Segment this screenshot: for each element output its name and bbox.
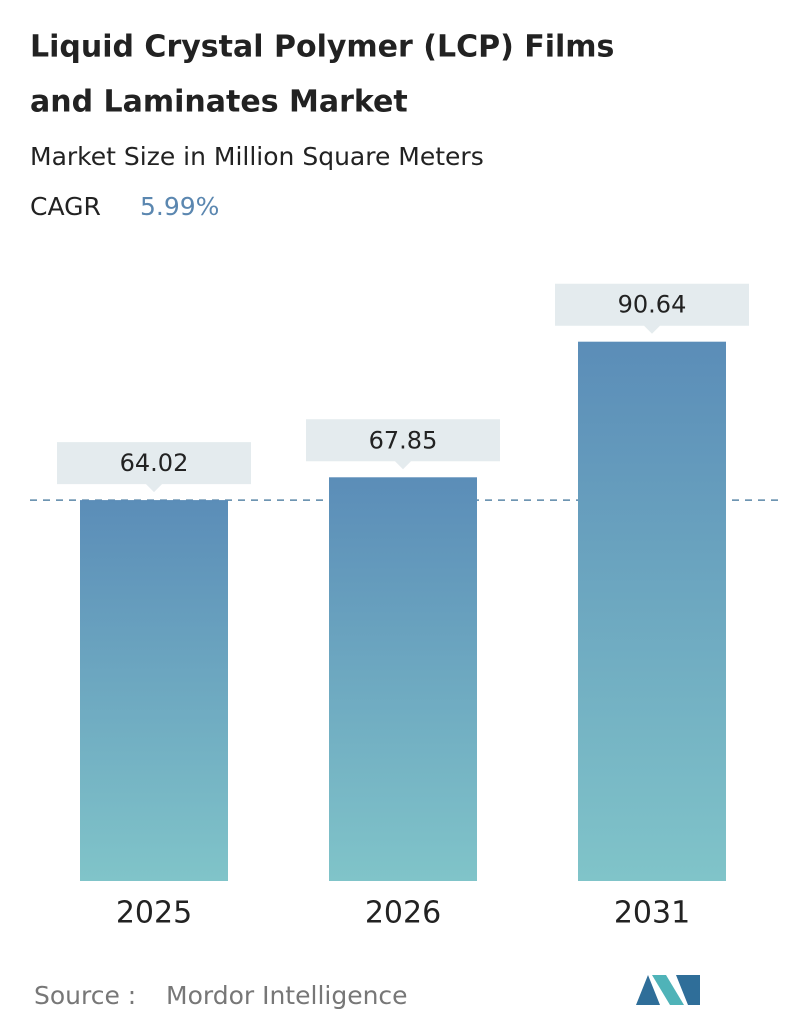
cagr-label: CAGR xyxy=(30,192,101,221)
value-callout xyxy=(57,442,251,493)
bar xyxy=(80,500,228,881)
x-tick-label: 2026 xyxy=(365,896,441,931)
bar xyxy=(578,341,726,881)
x-tick-label: 2031 xyxy=(614,896,690,931)
chart-subtitle: Market Size in Million Square Meters xyxy=(30,142,484,171)
bar xyxy=(329,477,477,881)
value-label: 64.02 xyxy=(120,449,189,477)
source-label: Source : xyxy=(34,981,136,1010)
chart-title: Liquid Crystal Polymer (LCP) Films xyxy=(30,30,614,65)
logo xyxy=(636,975,700,1005)
source: Mordor Intelligence xyxy=(166,981,408,1010)
value-label: 67.85 xyxy=(369,426,438,454)
value-label: 90.64 xyxy=(618,291,687,319)
value-callout xyxy=(555,283,749,334)
x-tick-label: 2025 xyxy=(116,896,192,931)
value-callout xyxy=(306,419,500,470)
chart-title: and Laminates Market xyxy=(30,85,408,120)
cagr-value: 5.99% xyxy=(140,192,219,221)
